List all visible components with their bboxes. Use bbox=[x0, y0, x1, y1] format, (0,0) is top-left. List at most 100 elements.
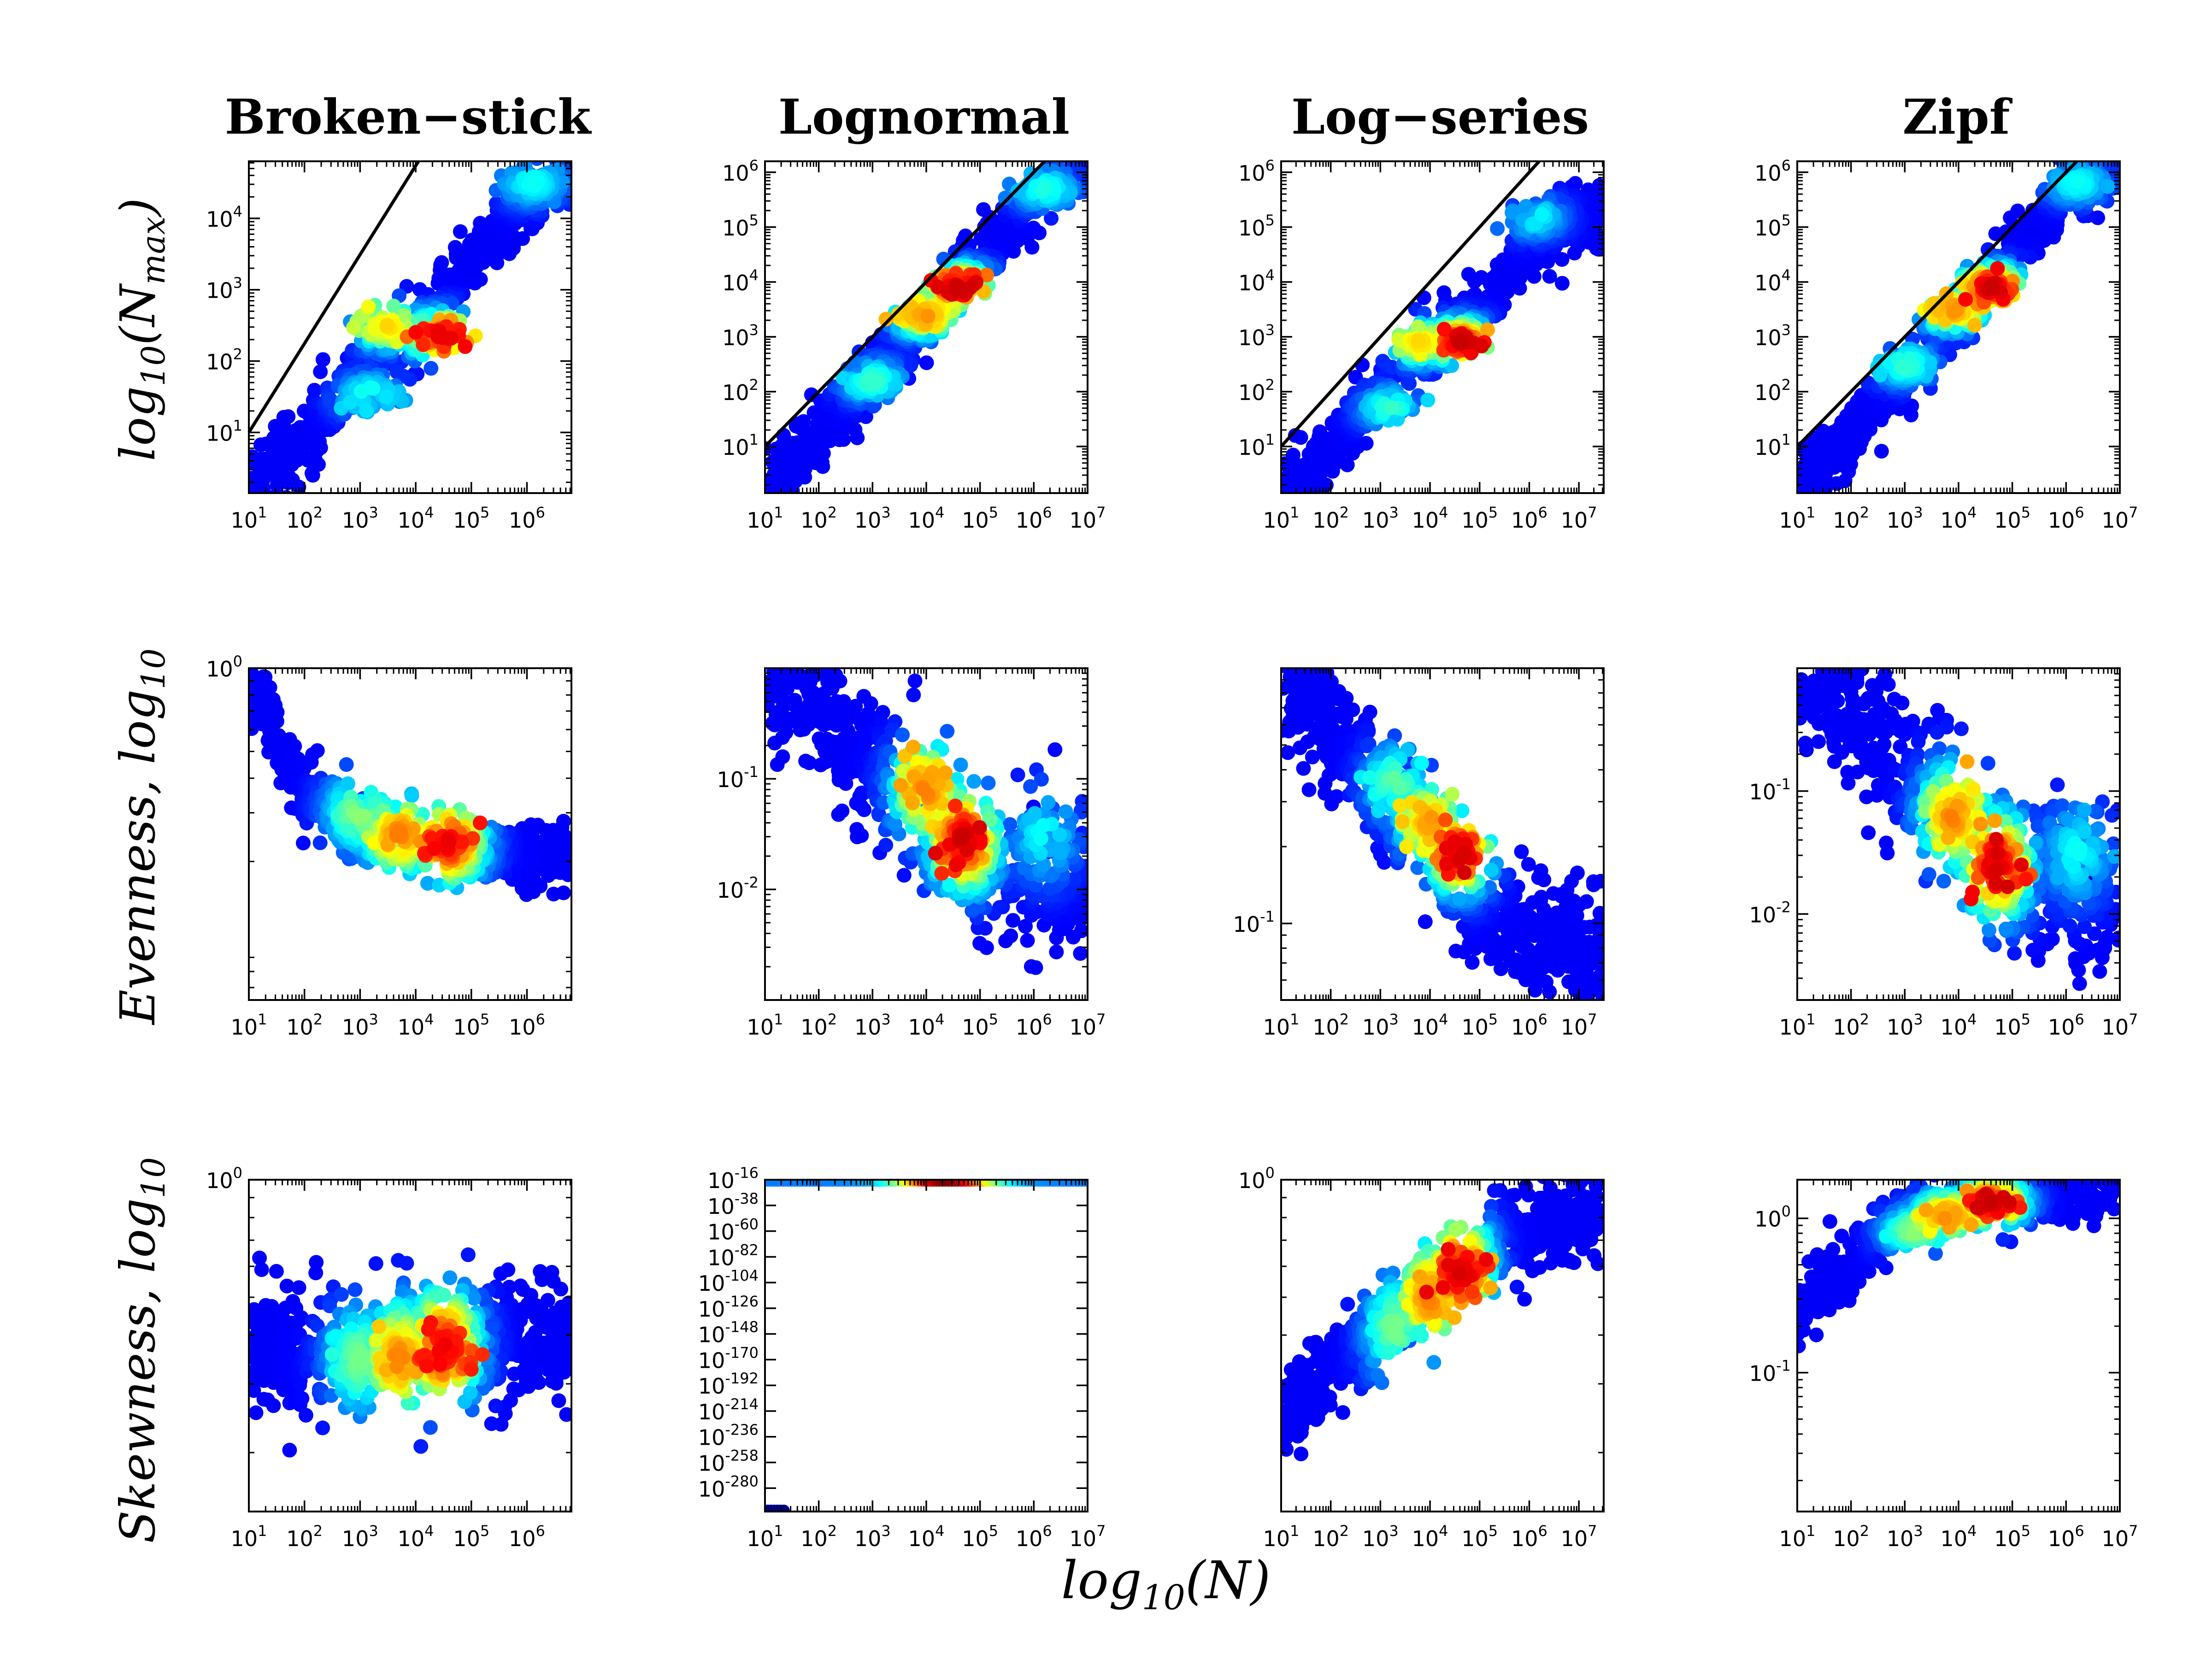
point bbox=[546, 887, 561, 902]
point bbox=[907, 673, 923, 688]
point bbox=[2070, 174, 2085, 189]
point bbox=[270, 497, 285, 512]
y-tick-label: 102 bbox=[1238, 376, 1275, 405]
point bbox=[767, 650, 782, 665]
point bbox=[339, 757, 354, 772]
point bbox=[777, 627, 792, 641]
point bbox=[1293, 430, 1308, 445]
x-tick-label: 107 bbox=[2102, 504, 2138, 533]
y-tick-label: 101 bbox=[1238, 431, 1275, 460]
x-tick-label: 106 bbox=[509, 1011, 545, 1040]
x-tick-label: 105 bbox=[453, 504, 489, 533]
point bbox=[835, 803, 850, 818]
point bbox=[2106, 136, 2120, 151]
x-tick-label: 103 bbox=[854, 504, 891, 533]
point bbox=[770, 621, 784, 635]
point bbox=[1044, 211, 1059, 226]
points-ln-nmax bbox=[765, 138, 1094, 493]
point bbox=[1286, 447, 1301, 463]
point bbox=[779, 644, 794, 659]
point bbox=[950, 278, 965, 293]
point bbox=[857, 802, 872, 818]
point bbox=[441, 834, 457, 849]
x-tick-label: 103 bbox=[1362, 504, 1399, 533]
point bbox=[998, 933, 1013, 948]
x-tick-label: 105 bbox=[962, 504, 998, 533]
point bbox=[1984, 279, 2000, 294]
point bbox=[1058, 804, 1073, 819]
point bbox=[353, 384, 369, 399]
point bbox=[1874, 444, 1889, 459]
y-tick-label: 100 bbox=[206, 653, 242, 682]
point bbox=[832, 673, 847, 688]
point bbox=[378, 389, 394, 404]
point bbox=[784, 642, 799, 657]
x-tick-label: 101 bbox=[231, 1011, 267, 1040]
point bbox=[979, 267, 994, 282]
point bbox=[1402, 376, 1417, 391]
y-tick-label: 103 bbox=[1238, 321, 1275, 350]
point bbox=[472, 815, 488, 830]
x-tick-label: 107 bbox=[1561, 504, 1597, 533]
x-tick-label: 103 bbox=[342, 504, 378, 533]
x-tick-label: 101 bbox=[231, 504, 267, 533]
x-tick-label: 106 bbox=[2048, 504, 2084, 533]
point bbox=[2086, 145, 2101, 160]
y-tick-label: 104 bbox=[206, 203, 242, 232]
x-tick-label: 104 bbox=[1412, 504, 1448, 533]
x-tick-label: 102 bbox=[800, 504, 837, 533]
point bbox=[1073, 946, 1088, 961]
x-tick-label: 102 bbox=[1833, 504, 1869, 533]
y-tick-label: 105 bbox=[1754, 212, 1791, 241]
point bbox=[346, 320, 361, 335]
point bbox=[1534, 207, 1549, 222]
point bbox=[2094, 145, 2109, 160]
point bbox=[1010, 767, 1025, 782]
point bbox=[1041, 795, 1056, 810]
y-tick-label: 103 bbox=[206, 274, 242, 303]
point bbox=[1053, 845, 1067, 860]
reference-line bbox=[1797, 161, 2078, 448]
point bbox=[1967, 318, 1982, 333]
points-ln-even bbox=[760, 553, 1088, 975]
point bbox=[788, 644, 803, 659]
point bbox=[895, 727, 910, 742]
y-tick-label: 106 bbox=[1238, 157, 1275, 186]
point bbox=[432, 324, 447, 339]
point bbox=[530, 161, 544, 166]
point bbox=[1026, 220, 1041, 235]
point bbox=[2092, 144, 2106, 159]
point bbox=[790, 625, 805, 640]
point bbox=[315, 352, 330, 367]
y-tick-label: 103 bbox=[722, 321, 759, 350]
point bbox=[1080, 138, 1094, 153]
y-tick-label: 102 bbox=[206, 346, 242, 375]
point bbox=[535, 147, 550, 161]
y-tick-label: 101 bbox=[722, 431, 759, 460]
point bbox=[799, 585, 814, 600]
point bbox=[1505, 205, 1519, 220]
point bbox=[771, 553, 785, 568]
point bbox=[998, 190, 1013, 206]
point bbox=[390, 827, 406, 842]
point bbox=[760, 650, 775, 665]
point bbox=[1020, 933, 1035, 948]
y-tick-label: 106 bbox=[722, 157, 759, 186]
ylabel-skewness: Skewness, log10 bbox=[110, 1157, 172, 1543]
panels: 101 102 103 104 105 106 101 102 103 104 101 102 103 1… bbox=[206, 136, 2138, 1551]
x-tick-label: 107 bbox=[1070, 504, 1106, 533]
y-tick-label: 102 bbox=[1754, 376, 1791, 405]
point bbox=[2109, 141, 2124, 156]
y-tick-label: 105 bbox=[722, 212, 759, 241]
point bbox=[1281, 492, 1286, 493]
point bbox=[814, 639, 829, 654]
point bbox=[1079, 161, 1084, 162]
point bbox=[1790, 494, 1805, 508]
point bbox=[548, 144, 563, 159]
point bbox=[788, 635, 803, 650]
point bbox=[416, 337, 431, 353]
point bbox=[323, 392, 338, 407]
point bbox=[1420, 393, 1435, 408]
